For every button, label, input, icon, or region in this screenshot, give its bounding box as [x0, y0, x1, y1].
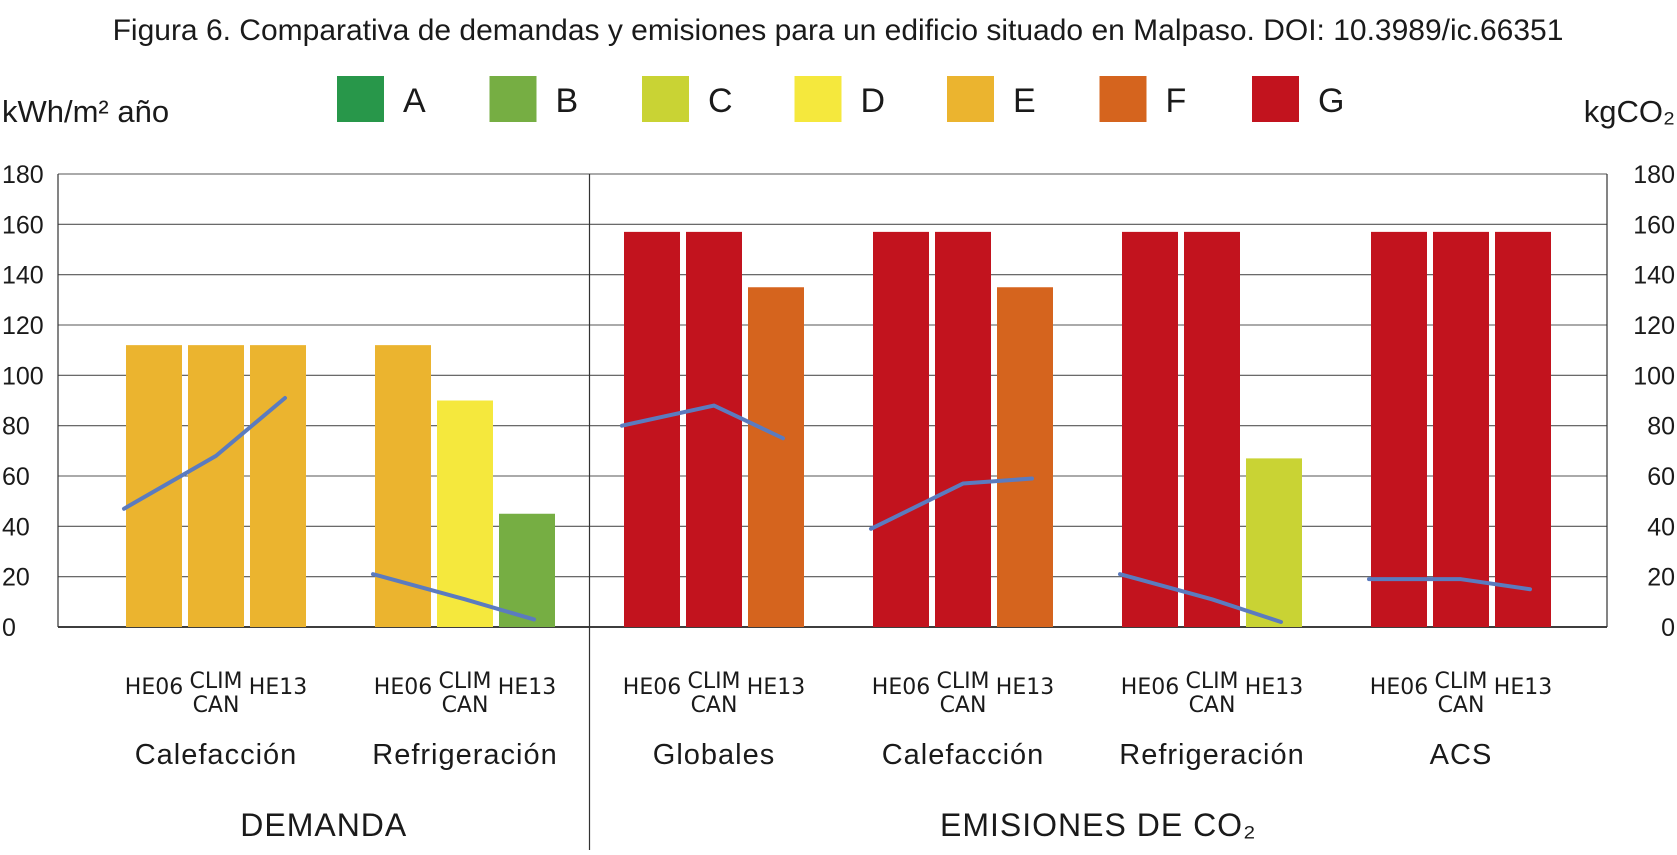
- section-label-0: DEMANDA: [240, 807, 407, 843]
- y-tick-right-120: 120: [1633, 312, 1675, 340]
- legend-swatch-b: [489, 76, 537, 122]
- legend-label-d: D: [861, 82, 886, 120]
- legend-label-e: E: [1013, 82, 1036, 120]
- y-tick-left-160: 160: [2, 211, 44, 239]
- group-label-0-0: Calefacción: [135, 739, 298, 771]
- y-tick-right-160: 160: [1633, 211, 1675, 239]
- grid: [57, 173, 1608, 850]
- legend-swatch-e: [947, 76, 994, 122]
- legend-swatch-d: [794, 76, 842, 122]
- bar-1-3-2: [1495, 231, 1551, 627]
- legend-swatch-a: [337, 76, 384, 122]
- bar-label-1-0-1: CLIM CAN: [687, 669, 740, 718]
- bar-label-1-3-2: HE13: [1494, 675, 1552, 700]
- y-tick-right-180: 180: [1633, 161, 1675, 189]
- bar-0-0-2: [250, 345, 306, 627]
- y-axis-label-left: kWh/m² año: [2, 94, 169, 129]
- line-1-0: [620, 403, 785, 441]
- bar-0-0-1: [188, 345, 244, 627]
- bar-label-1-1-2: HE13: [996, 675, 1054, 700]
- bar-1-1-1: [935, 231, 991, 627]
- bar-label-0-1-2: HE13: [498, 675, 556, 700]
- legend-label-f: F: [1166, 82, 1187, 120]
- bar-0-1-1: [437, 400, 493, 627]
- y-tick-left-20: 20: [2, 564, 30, 592]
- bar-1-3-1: [1433, 231, 1489, 627]
- legend-label-g: G: [1318, 82, 1344, 120]
- bar-1-2-2: [1246, 458, 1302, 627]
- y-tick-left-60: 60: [2, 463, 30, 491]
- y-tick-left-40: 40: [2, 513, 30, 541]
- y-tick-left-140: 140: [2, 262, 44, 290]
- bar-label-1-0-2: HE13: [747, 675, 805, 700]
- group-label-1-3: ACS: [1430, 739, 1493, 771]
- bar-1-3-0: [1371, 231, 1427, 627]
- y-axis-label-right: kgCO₂: [1584, 94, 1675, 129]
- bar-label-1-3-0: HE06: [1370, 675, 1428, 700]
- y-tick-right-0: 0: [1661, 614, 1675, 642]
- bar-label-1-2-0: HE06: [1121, 675, 1179, 700]
- line-1-3: [1367, 577, 1532, 592]
- bar-1-0-2: [748, 287, 804, 627]
- y-tick-right-40: 40: [1647, 513, 1675, 541]
- bar-label-0-1-1: CLIM CAN: [438, 669, 491, 718]
- chart-title: Figura 6. Comparativa de demandas y emis…: [113, 14, 1564, 47]
- bar-label-1-1-0: HE06: [872, 675, 930, 700]
- bar-1-2-0: [1122, 231, 1178, 627]
- y-ticks: 0 0 20 20 40 40 60 60 80 80 100 100 120 120 140 140 160 1…: [2, 161, 1675, 642]
- legend: A B C D E F G: [337, 76, 1344, 122]
- bar-label-0-0-1: CLIM CAN: [189, 669, 242, 718]
- bar-label-1-2-2: HE13: [1245, 675, 1303, 700]
- y-tick-right-80: 80: [1647, 413, 1675, 441]
- y-tick-right-60: 60: [1647, 463, 1675, 491]
- bar-label-1-1-1: CLIM CAN: [936, 669, 989, 718]
- legend-swatch-g: [1252, 76, 1299, 122]
- line-0-1: [371, 572, 536, 622]
- bar-label-0-0-0: HE06: [125, 675, 183, 700]
- line-1-2: [1118, 572, 1283, 624]
- line-0-0: [122, 395, 287, 511]
- bars: [126, 231, 1551, 627]
- bar-0-1-0: [375, 345, 431, 627]
- group-label-1-0: Globales: [653, 739, 775, 771]
- bar-0-0-0: [126, 345, 182, 627]
- bar-1-0-0: [624, 231, 680, 627]
- group-label-1-2: Refrigeración: [1119, 739, 1304, 771]
- group-label-0-1: Refrigeración: [372, 739, 557, 771]
- section-label-1: EMISIONES DE CO₂: [940, 807, 1256, 843]
- y-tick-left-0: 0: [2, 614, 16, 642]
- legend-swatch-f: [1099, 76, 1147, 122]
- y-tick-left-100: 100: [2, 362, 44, 390]
- y-tick-left-80: 80: [2, 413, 30, 441]
- bar-1-1-2: [997, 287, 1053, 627]
- series-lines: [122, 395, 1532, 624]
- bar-label-1-0-0: HE06: [623, 675, 681, 700]
- legend-label-c: C: [708, 82, 733, 120]
- bar-1-1-0: [873, 231, 929, 627]
- legend-label-a: A: [403, 82, 426, 120]
- line-1-1: [869, 476, 1034, 531]
- legend-swatch-c: [642, 76, 689, 122]
- y-tick-right-140: 140: [1633, 262, 1675, 290]
- bar-label-0-1-0: HE06: [374, 675, 432, 700]
- bar-1-0-1: [686, 231, 742, 627]
- bar-label-0-0-2: HE13: [249, 675, 307, 700]
- bar-1-2-1: [1184, 231, 1240, 627]
- y-tick-right-100: 100: [1633, 362, 1675, 390]
- legend-label-b: B: [556, 82, 579, 120]
- group-label-1-1: Calefacción: [882, 739, 1045, 771]
- bar-label-1-2-1: CLIM CAN: [1185, 669, 1238, 718]
- bar-label-1-3-1: CLIM CAN: [1434, 669, 1487, 718]
- bar-0-1-2: [499, 513, 555, 627]
- y-tick-left-120: 120: [2, 312, 44, 340]
- y-tick-left-180: 180: [2, 161, 44, 189]
- y-tick-right-20: 20: [1647, 564, 1675, 592]
